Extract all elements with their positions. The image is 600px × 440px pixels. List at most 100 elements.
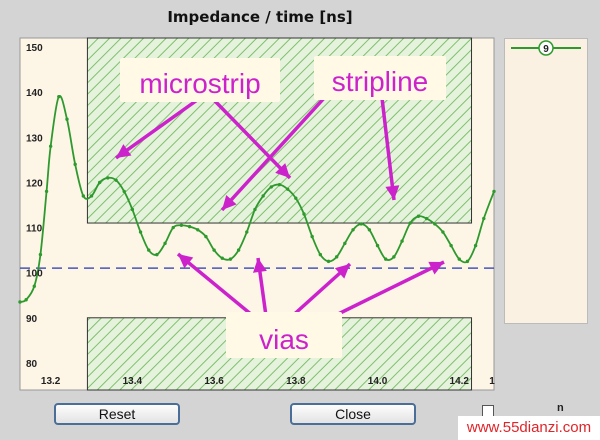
y-tick-label: 80 <box>26 359 38 370</box>
annotation-arrow <box>114 96 202 160</box>
trace-point <box>343 241 347 246</box>
legend-panel: 9 <box>504 38 588 324</box>
trace-point <box>44 189 49 194</box>
trace-point <box>57 94 61 99</box>
microstrip-label-box <box>120 58 280 102</box>
trace-point <box>351 228 355 232</box>
trace-point <box>416 214 421 218</box>
microstrip-label: microstrip <box>139 68 260 99</box>
close-button[interactable]: Close <box>290 403 416 425</box>
trace-point <box>375 243 380 248</box>
arrow-head <box>385 185 400 200</box>
y-tick-label: 90 <box>26 314 38 325</box>
y-tick-label: 120 <box>26 178 43 189</box>
trace-point <box>334 255 339 259</box>
trace-point <box>457 257 461 261</box>
x-tick-label: 13.8 <box>286 376 306 387</box>
trace-point <box>449 243 453 248</box>
trace-point <box>482 216 486 221</box>
trace-point <box>302 212 306 216</box>
x-tick-label: 13.4 <box>123 376 143 387</box>
trace-point <box>212 248 216 252</box>
arrow-head <box>252 258 267 273</box>
trace-point <box>171 225 175 230</box>
trace-point <box>48 144 53 149</box>
trace-point <box>187 224 192 229</box>
legend-marker <box>538 40 554 56</box>
y-tick-label: 150 <box>26 43 43 54</box>
arrow-head <box>222 194 237 210</box>
trace-point <box>228 257 233 261</box>
trace-point <box>163 241 167 246</box>
trace-point <box>73 162 77 167</box>
trace-point <box>367 228 372 232</box>
y-tick-label: 140 <box>26 88 43 99</box>
trace-point <box>122 189 126 194</box>
trace-point <box>32 284 37 288</box>
trace-point <box>310 234 314 239</box>
y-tick-label: 110 <box>26 224 43 235</box>
x-tick-label: 13.6 <box>204 376 224 387</box>
trace-point <box>106 176 110 180</box>
legend-label: 9 <box>543 44 549 55</box>
trace-point <box>261 194 265 198</box>
trace-point <box>277 182 282 187</box>
trace-point <box>18 300 22 304</box>
trace-point <box>245 230 249 234</box>
arrow-head <box>428 261 444 275</box>
watermark: www.55dianzi.com <box>458 416 600 440</box>
y-tick-label: 130 <box>26 133 43 144</box>
trace-point <box>441 230 445 234</box>
trace-point <box>384 257 388 261</box>
stripline-label: stripline <box>332 66 428 97</box>
trace-point <box>269 185 274 189</box>
trace-point <box>492 189 496 194</box>
chart-title: Impedance / time [ns] <box>167 8 353 26</box>
trace-point <box>359 222 363 226</box>
annotation-arrow <box>220 94 328 212</box>
trace-point <box>473 243 478 248</box>
trace-point <box>147 248 151 252</box>
trace-point <box>392 255 396 259</box>
trace-point <box>65 117 69 121</box>
arrow-head <box>334 264 350 279</box>
trace-point <box>294 196 298 200</box>
annotation-arrow <box>380 97 396 201</box>
annotation-arrow <box>325 260 445 322</box>
x-tick-label: 14.2 <box>450 376 470 387</box>
trace-point <box>114 178 118 182</box>
x-tick-label: 1 <box>489 376 495 387</box>
trace-point <box>236 248 241 252</box>
trace-point <box>285 187 290 191</box>
trace-point <box>81 194 86 198</box>
trace-point <box>400 239 404 243</box>
trace-point <box>97 180 102 185</box>
trace-point <box>155 252 159 257</box>
trace-point <box>424 216 429 221</box>
trace-point <box>253 207 257 212</box>
trace-point <box>204 234 208 239</box>
trace-point <box>326 259 331 264</box>
trace-point <box>24 298 28 302</box>
trace-point <box>138 230 143 234</box>
trace-point <box>179 223 184 227</box>
trace-point <box>130 207 135 212</box>
arrow-head <box>275 163 290 178</box>
trace-point <box>465 259 470 264</box>
annotation-arrow <box>176 252 260 322</box>
y-tick-label: 100 <box>26 269 43 280</box>
trace-point <box>408 221 412 225</box>
x-tick-label: 14.0 <box>368 376 388 387</box>
trace-point <box>89 194 94 198</box>
stripline-label-box <box>314 56 446 100</box>
checkbox-label: n <box>557 402 564 414</box>
vias-label-box <box>226 312 342 358</box>
reset-button[interactable]: Reset <box>54 403 180 425</box>
legend-entry[interactable]: 9 <box>505 39 587 79</box>
vias-label: vias <box>259 324 309 355</box>
trace-point <box>220 256 224 260</box>
trace-point <box>318 252 323 257</box>
trace-point <box>433 222 437 226</box>
